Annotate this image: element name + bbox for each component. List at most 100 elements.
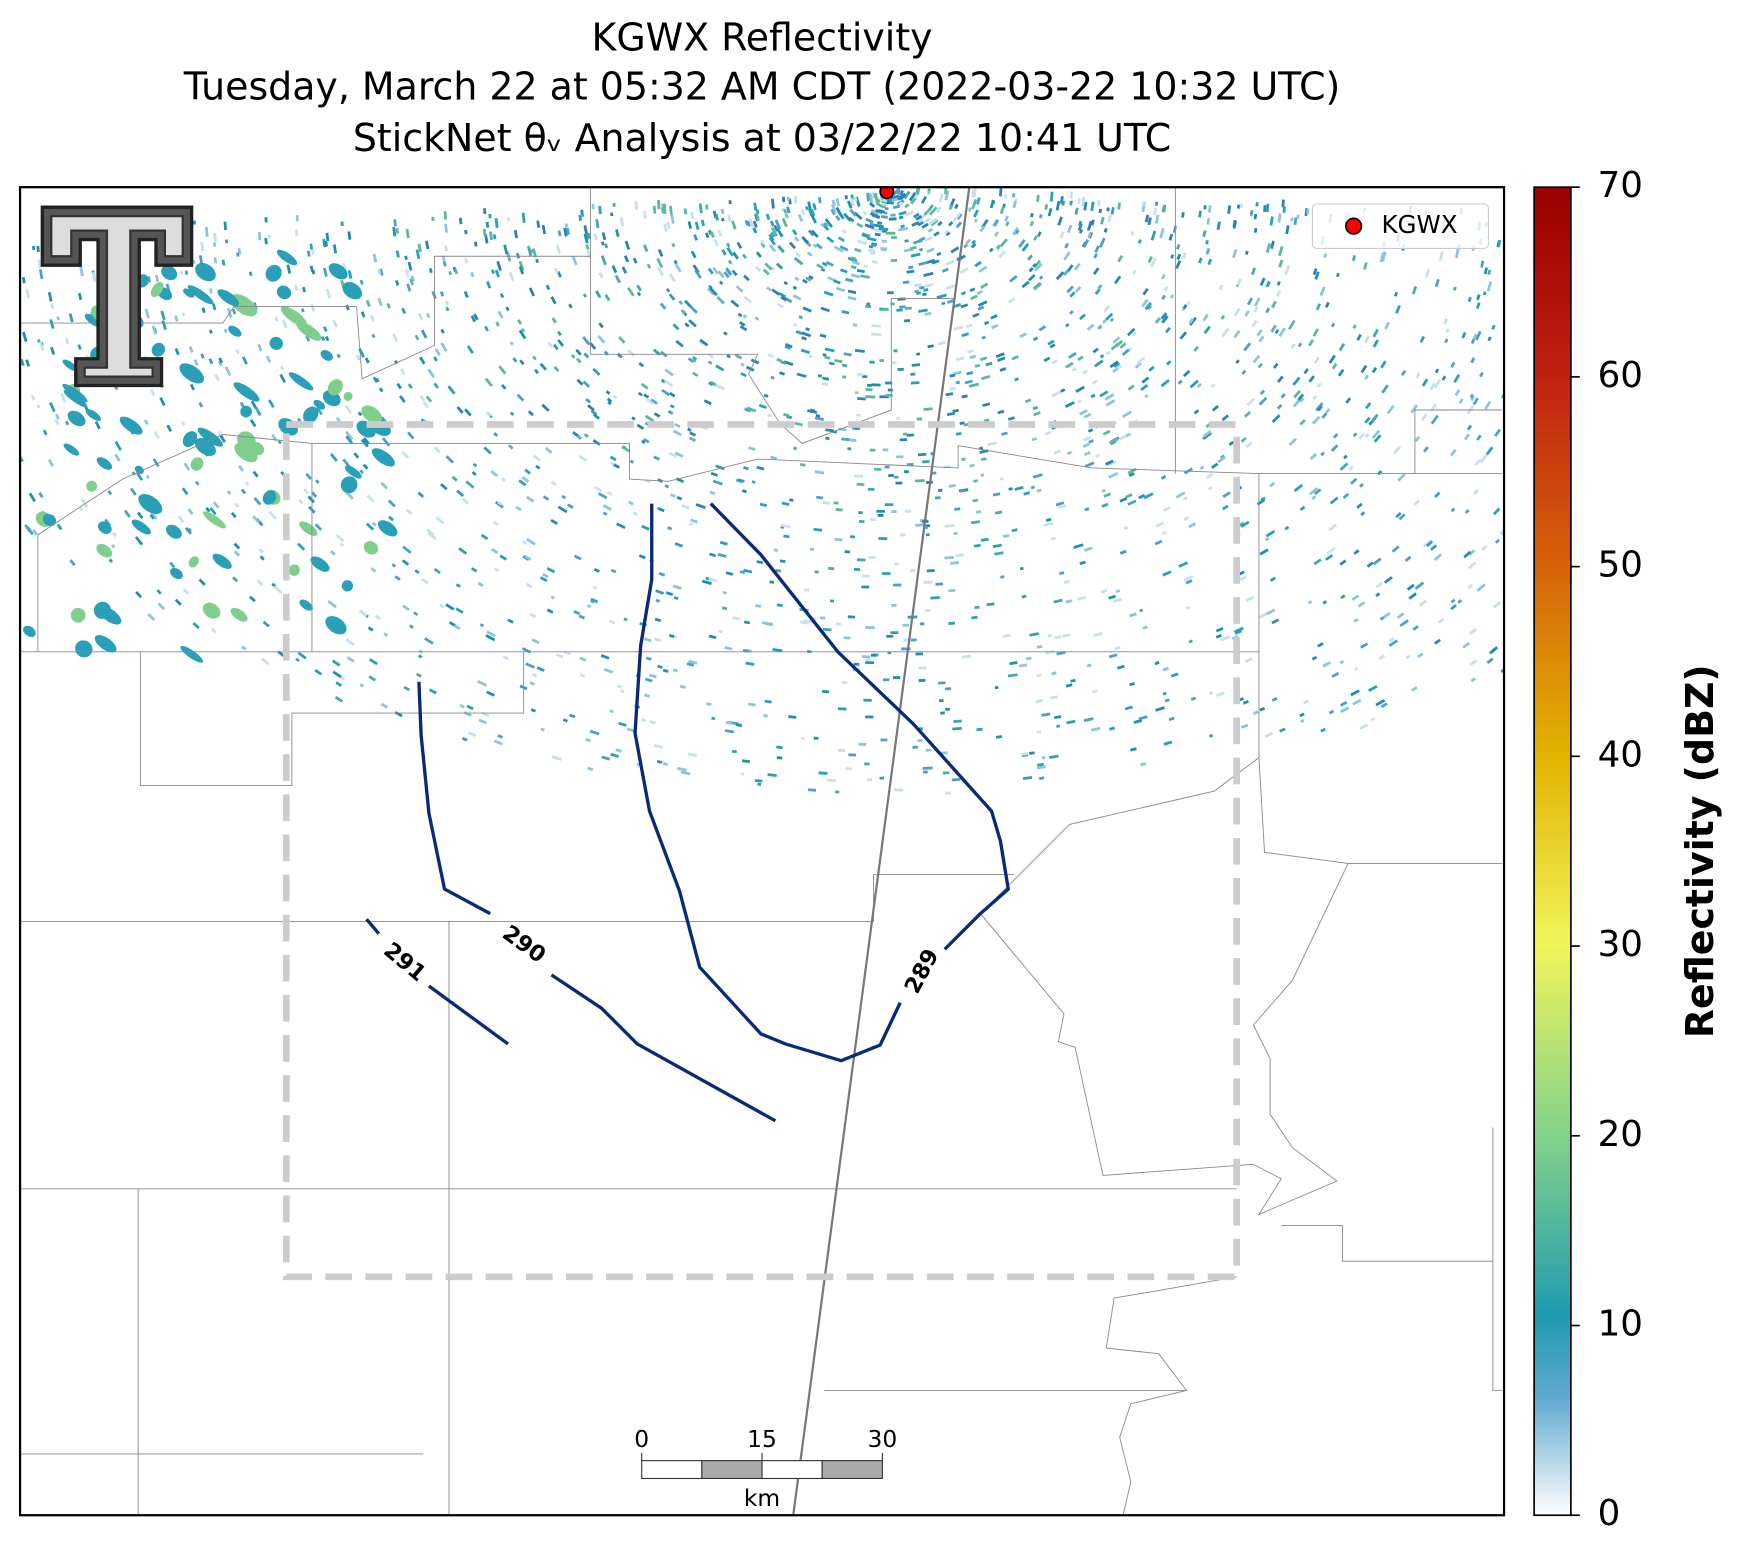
radar-echo [1429, 382, 1436, 391]
radar-echo [592, 413, 601, 420]
radar-echo [149, 513, 155, 520]
radar-echo [370, 567, 377, 573]
radar-echo [865, 395, 876, 399]
radar-echo [1162, 666, 1170, 672]
radar-echo [1337, 368, 1345, 377]
radar-echo [1029, 212, 1034, 218]
radar-echo [589, 729, 600, 736]
radar-echo [927, 227, 934, 233]
radar-echo [1162, 204, 1167, 212]
radar-echo [944, 687, 952, 691]
radar-echo [395, 250, 400, 258]
radar-echo [187, 508, 194, 515]
radar-echo [1008, 487, 1013, 491]
radar-echo [849, 535, 856, 539]
radar-echo [835, 215, 841, 221]
radar-echo [265, 355, 272, 363]
radar-echo [874, 192, 879, 203]
radar-echo [759, 502, 768, 508]
radar-echo [271, 433, 278, 442]
radar-echo [868, 193, 874, 203]
radar-echo [661, 388, 671, 397]
radar-echo [1311, 415, 1321, 425]
radar-echo [68, 313, 74, 323]
radar-echo [521, 212, 526, 223]
radar-echo [618, 336, 626, 344]
radar-echo [1104, 312, 1114, 322]
radar-echo [953, 531, 958, 536]
radar-echo [657, 249, 664, 257]
radar-echo [918, 218, 924, 223]
radar-echo [908, 192, 917, 202]
radar-echo [883, 211, 888, 215]
radar-echo [1021, 594, 1027, 599]
radar-echo [636, 284, 642, 292]
radar-echo [706, 702, 712, 706]
radar-echo [1144, 394, 1149, 399]
radar-echo [181, 487, 189, 496]
radar-echo [1339, 462, 1349, 471]
radar-echo [325, 616, 347, 635]
radar-echo [616, 684, 622, 689]
radar-echo [858, 742, 867, 746]
radar-echo [299, 521, 318, 536]
radar-echo [192, 622, 200, 630]
radar-echo [130, 487, 137, 496]
radar-echo [1253, 306, 1259, 313]
radar-echo [1414, 581, 1425, 590]
radar-echo [818, 771, 828, 775]
radar-echo [542, 573, 549, 579]
radar-echo [23, 625, 36, 638]
radar-echo [705, 204, 709, 210]
radar-echo [1127, 499, 1137, 506]
radar-echo [1290, 343, 1296, 350]
radar-echo [1007, 673, 1018, 678]
radar-echo [493, 432, 499, 437]
radar-echo [721, 249, 727, 256]
radar-echo [575, 357, 582, 364]
radar-echo [295, 215, 299, 222]
radar-echo [1264, 537, 1270, 542]
radar-echo [50, 346, 56, 355]
radar-echo [1127, 384, 1135, 391]
radar-echo [971, 198, 978, 210]
radar-echo [1116, 364, 1123, 370]
radar-echo [1220, 314, 1226, 320]
radar-echo [1113, 361, 1121, 368]
radar-echo [1265, 280, 1271, 288]
radar-echo [856, 482, 865, 487]
radar-echo [1494, 538, 1500, 544]
radar-echo [829, 599, 835, 603]
radar-echo [525, 582, 533, 589]
radar-echo [253, 497, 262, 506]
radar-echo [1002, 633, 1011, 638]
radar-echo [1380, 702, 1388, 709]
radar-echo [371, 333, 376, 339]
radar-echo [1154, 214, 1160, 224]
radar-echo [1241, 369, 1247, 375]
radar-echo [881, 202, 886, 207]
radar-echo [495, 321, 500, 327]
radar-echo [721, 606, 728, 611]
radar-echo [847, 289, 857, 295]
radar-echo [770, 198, 775, 209]
radar-echo [325, 336, 330, 342]
radar-echo [861, 574, 870, 578]
radar-echo [1099, 390, 1109, 398]
radar-echo [611, 265, 618, 274]
radar-echo [567, 503, 574, 509]
radar-echo [955, 553, 965, 558]
radar-echo [485, 411, 492, 418]
radar-echo [114, 440, 122, 451]
radar-echo [213, 242, 217, 247]
radar-echo [792, 322, 798, 327]
radar-echo [1051, 671, 1057, 676]
radar-echo [1323, 253, 1328, 258]
radar-echo [616, 352, 623, 359]
radar-echo [179, 363, 205, 384]
radar-echo [1019, 332, 1028, 339]
radar-echo [931, 259, 940, 265]
radar-echo [601, 755, 611, 761]
radar-echo [754, 265, 762, 272]
radar-echo [477, 581, 484, 588]
